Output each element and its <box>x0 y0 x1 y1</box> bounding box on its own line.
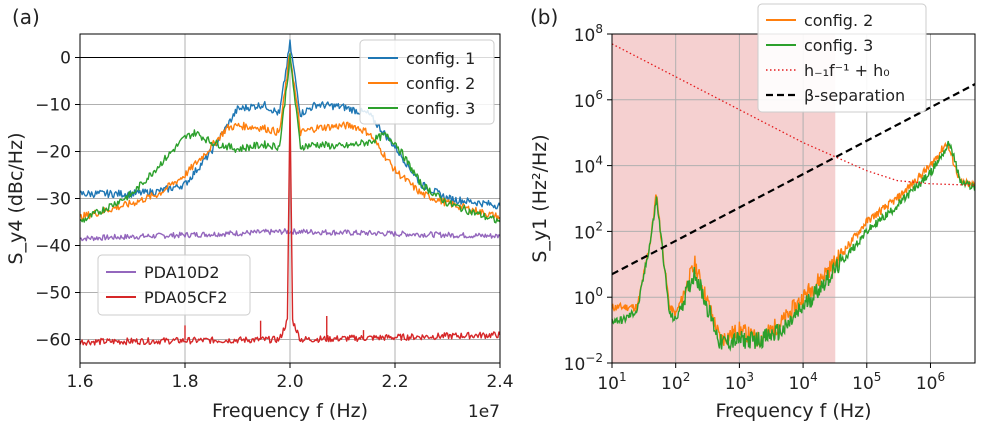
x-tick-label-2: 103 <box>725 370 754 394</box>
legend: config. 2 config. 3 h₋₁f⁻¹ + h₀ β-separatio… <box>757 3 927 113</box>
legend-upper-label-0: config. 1 <box>406 49 475 68</box>
x-tick-label-5-exp: 6 <box>937 370 945 384</box>
y-axis-label: S_y4 (dBc/Hz) <box>5 133 27 265</box>
y-tick-label-3-exp: 4 <box>595 154 603 168</box>
x-tick-label-0: 101 <box>597 370 626 394</box>
y-tick-label-0: 0 <box>60 49 71 69</box>
y-tick-label-6: −60 <box>35 331 71 351</box>
y-tick-label-2-base: 10 <box>574 223 596 243</box>
x-offset-text: 1e7 <box>468 402 500 422</box>
legend-upper-box <box>359 39 495 125</box>
x-tick-label-1: 1.8 <box>171 372 198 392</box>
legend-label-3: β-separation <box>804 86 905 105</box>
legend-lower-label-1: PDA05CF2 <box>144 288 228 307</box>
x-tick-label-3-exp: 4 <box>810 370 818 384</box>
y-tick-label-3: −30 <box>35 190 71 210</box>
y-tick-label-1-base: 10 <box>574 289 596 309</box>
y-tick-label-2: −20 <box>35 143 71 163</box>
legend-box <box>757 3 927 113</box>
y-tick-label-2-exp: 2 <box>595 219 603 233</box>
series-line-pda05cf2 <box>79 104 501 346</box>
y-tick-label-5-base: 10 <box>574 26 596 46</box>
panel-label-a: (a) <box>12 5 40 29</box>
x-tick-label-5-base: 10 <box>916 374 938 394</box>
legend-upper: config. 1 config. 2 config. 3 <box>359 39 495 125</box>
legend-label-0: config. 2 <box>804 11 873 30</box>
series-line-config-3 <box>79 53 501 224</box>
legend-label-2: h₋₁f⁻¹ + h₀ <box>804 61 890 80</box>
x-tick-label-1-base: 10 <box>661 374 683 394</box>
y-tick-label-3-base: 10 <box>574 158 596 178</box>
series-line-pda10d2 <box>79 228 501 242</box>
legend-upper-label-2: config. 3 <box>406 99 475 118</box>
legend-lower-box <box>97 254 251 316</box>
x-tick-label-0-base: 10 <box>597 374 619 394</box>
x-tick-label-5: 106 <box>916 370 945 394</box>
y-tick-label-5: 108 <box>574 22 603 46</box>
y-tick-label-0: 10−2 <box>564 351 603 375</box>
x-axis-label: Frequency f (Hz) <box>715 400 871 422</box>
y-tick-label-1: 100 <box>574 285 603 309</box>
x-tick-label-2-exp: 3 <box>746 370 754 384</box>
x-tick-label-4: 2.4 <box>486 372 513 392</box>
y-tick-label-1-exp: 0 <box>595 285 603 299</box>
legend-label-1: config. 3 <box>804 36 873 55</box>
x-tick-label-4-exp: 5 <box>874 370 882 384</box>
panel-a: 1.6 1.8 2.0 2.2 2.4 0 −10 −20 −30 −40 −50 −60 (a) Fre… <box>5 5 514 422</box>
x-tick-label-4: 105 <box>852 370 881 394</box>
x-tick-label-3: 2.2 <box>381 372 408 392</box>
x-axis-label: Frequency f (Hz) <box>212 400 368 422</box>
y-tick-label-0-exp: −2 <box>585 351 603 365</box>
x-tick-label-1-exp: 2 <box>683 370 691 384</box>
y-tick-label-5-exp: 8 <box>595 22 603 36</box>
x-tick-label-3-base: 10 <box>788 374 810 394</box>
panel-b: 101 102 103 104 105 10610−2100102104106108(b)… <box>529 3 976 422</box>
y-axis-label: S_y1 (Hz²/Hz) <box>529 134 551 262</box>
x-tick-label-2: 2.0 <box>276 372 303 392</box>
y-tick-label-2: 102 <box>574 219 603 243</box>
y-tick-label-4: −40 <box>35 237 71 257</box>
series-line-beta-separation <box>611 83 976 276</box>
series-line-h-fit <box>611 43 976 187</box>
x-tick-label-1: 102 <box>661 370 690 394</box>
panel-label-b: (b) <box>530 5 558 29</box>
y-tick-label-5: −50 <box>35 284 71 304</box>
legend-lower-label-0: PDA10D2 <box>144 263 220 282</box>
y-tick-label-4: 106 <box>574 88 603 112</box>
y-tick-label-0-base: 10 <box>564 355 586 375</box>
y-tick-label-1: −10 <box>35 96 71 116</box>
series-line-config-2 <box>611 141 975 349</box>
series-line-config-3 <box>611 140 976 352</box>
y-tick-label-4-base: 10 <box>574 92 596 112</box>
legend-lower: PDA10D2 PDA05CF2 <box>97 254 251 316</box>
legend-upper-label-1: config. 2 <box>406 74 475 93</box>
x-tick-label-0: 1.6 <box>66 372 93 392</box>
x-tick-label-4-base: 10 <box>852 374 874 394</box>
x-tick-label-2-base: 10 <box>725 374 747 394</box>
x-tick-label-0-exp: 1 <box>619 370 627 384</box>
x-tick-label-3: 104 <box>788 370 817 394</box>
y-tick-label-3: 104 <box>574 154 603 178</box>
y-tick-label-4-exp: 6 <box>595 88 603 102</box>
